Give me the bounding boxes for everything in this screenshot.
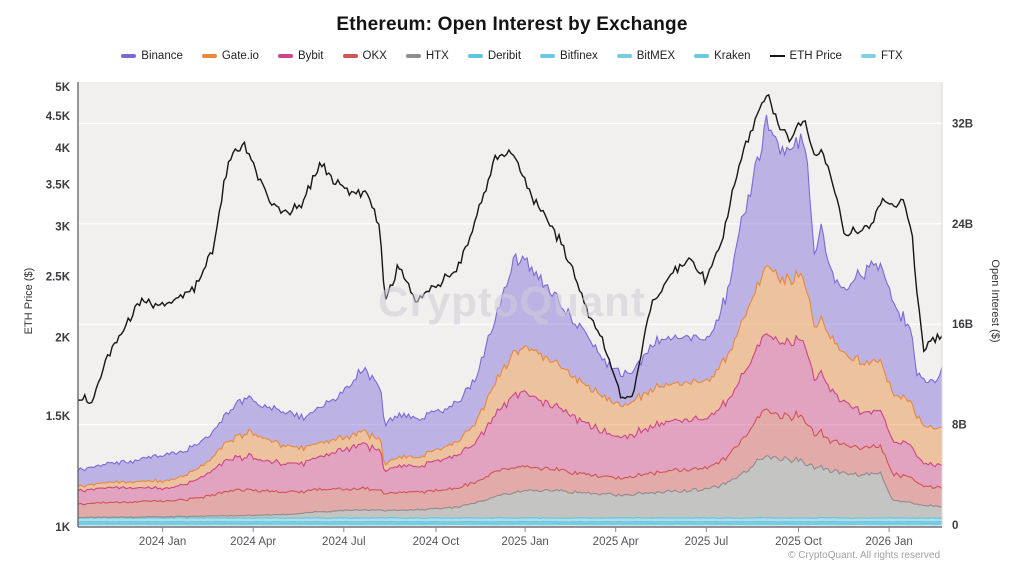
left-tick-label: 1K bbox=[55, 522, 70, 534]
left-axis-title: ETH Price ($) bbox=[23, 267, 35, 335]
x-tick-label: 2025 Oct bbox=[775, 536, 822, 548]
legend-label: FTX bbox=[880, 50, 903, 62]
left-tick-label: 4K bbox=[55, 143, 70, 155]
copyright-footer: © CryptoQuant. All rights reserved bbox=[788, 550, 940, 561]
legend-item-binance[interactable]: Binance bbox=[121, 50, 183, 62]
legend-item-bybit[interactable]: Bybit bbox=[277, 50, 324, 62]
legend-label: BitMEX bbox=[636, 50, 676, 62]
x-tick-label: 2025 Jan bbox=[501, 536, 548, 548]
legend-label: HTX bbox=[425, 50, 449, 62]
right-tick-label: 16B bbox=[952, 319, 973, 331]
legend-item-bitfinex[interactable]: Bitfinex bbox=[540, 50, 598, 62]
left-tick-label: 3.5K bbox=[46, 180, 71, 192]
left-tick-label: 5K bbox=[55, 82, 70, 94]
legend-color-swatch bbox=[405, 54, 421, 58]
right-tick-label: 0 bbox=[952, 520, 958, 532]
legend-label: Deribit bbox=[487, 50, 522, 62]
legend-label: Kraken bbox=[714, 50, 751, 62]
legend-item-ftx[interactable]: FTX bbox=[860, 50, 903, 62]
legend-label: Gate.io bbox=[221, 50, 259, 62]
legend-item-gate-io[interactable]: Gate.io bbox=[201, 50, 259, 62]
legend-color-swatch bbox=[467, 54, 483, 58]
legend-color-swatch bbox=[860, 54, 876, 58]
legend-color-swatch bbox=[121, 54, 137, 58]
x-tick-label: 2024 Jul bbox=[322, 536, 365, 548]
eth-price-line bbox=[78, 93, 942, 405]
x-tick-label: 2024 Apr bbox=[230, 536, 276, 548]
legend-color-swatch bbox=[277, 54, 293, 58]
x-tick-label: 2026 Jan bbox=[865, 536, 912, 548]
x-tick-label: 2024 Oct bbox=[413, 536, 460, 548]
chart-legend: Binance Gate.io Bybit OKX HTX Deribit Bitfinex… bbox=[0, 50, 1024, 62]
x-tick-label: 2025 Apr bbox=[593, 536, 639, 548]
left-tick-label: 4.5K bbox=[46, 111, 71, 123]
legend-item-eth-price[interactable]: ETH Price bbox=[769, 50, 842, 62]
legend-label: Bybit bbox=[297, 50, 324, 62]
legend-label: ETH Price bbox=[789, 50, 842, 62]
x-tick-label: 2024 Jan bbox=[139, 536, 186, 548]
legend-color-swatch bbox=[201, 54, 217, 58]
legend-color-swatch bbox=[616, 54, 632, 58]
legend-line-swatch bbox=[769, 55, 785, 57]
legend-item-deribit[interactable]: Deribit bbox=[467, 50, 522, 62]
right-tick-label: 24B bbox=[952, 219, 973, 231]
right-axis-title: Open Interest ($) bbox=[989, 259, 1001, 343]
legend-item-kraken[interactable]: Kraken bbox=[694, 50, 751, 62]
legend-item-htx[interactable]: HTX bbox=[405, 50, 449, 62]
chart-title: Ethereum: Open Interest by Exchange bbox=[336, 14, 688, 35]
legend-label: OKX bbox=[362, 50, 387, 62]
x-tick-label: 2025 Jul bbox=[685, 536, 728, 548]
stacked-areas bbox=[78, 114, 942, 526]
legend-label: Binance bbox=[141, 50, 183, 62]
legend-color-swatch bbox=[342, 54, 358, 58]
legend-color-swatch bbox=[694, 54, 710, 58]
legend-item-bitmex[interactable]: BitMEX bbox=[616, 50, 676, 62]
legend-color-swatch bbox=[540, 54, 556, 58]
left-tick-label: 1.5K bbox=[46, 411, 71, 423]
right-tick-label: 32B bbox=[952, 118, 973, 130]
legend-item-okx[interactable]: OKX bbox=[342, 50, 387, 62]
left-tick-label: 2.5K bbox=[46, 272, 71, 284]
left-tick-label: 3K bbox=[55, 222, 70, 234]
left-tick-label: 2K bbox=[55, 333, 70, 345]
legend-label: Bitfinex bbox=[560, 50, 598, 62]
right-tick-label: 8B bbox=[952, 420, 967, 432]
